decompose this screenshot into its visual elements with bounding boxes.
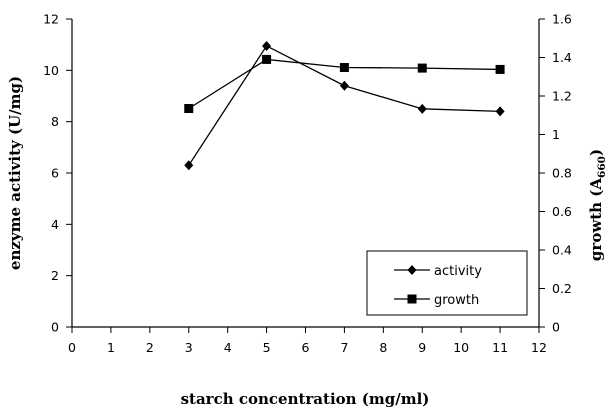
y-right-tick-label-0: 0 <box>552 320 560 335</box>
activity-point-4 <box>496 106 505 116</box>
legend-marker-growth <box>408 295 417 304</box>
x-tick-label-3: 3 <box>185 340 193 355</box>
y-right-tick-label-7: 1.4 <box>552 50 572 65</box>
x-axis-title: starch concentration (mg/ml) <box>181 390 430 408</box>
x-tick-label-7: 7 <box>340 340 348 355</box>
growth-point-3 <box>418 64 427 73</box>
x-tick-label-8: 8 <box>379 340 387 355</box>
growth-point-1 <box>262 55 271 64</box>
legend-label-activity: activity <box>434 264 482 279</box>
y-right-ticks: 0 0.2 0.4 0.6 0.8 1 1.2 1.4 1.6 <box>539 12 572 335</box>
legend-label-growth: growth <box>434 293 479 308</box>
y-left-tick-label-2: 4 <box>51 217 59 232</box>
y-left-tick-label-3: 6 <box>51 166 59 181</box>
activity-point-2 <box>340 81 349 91</box>
y-right-tick-label-2: 0.4 <box>552 243 572 258</box>
y-right-tick-label-3: 0.6 <box>552 204 572 219</box>
y-right-title-subscript: 660 <box>596 156 608 178</box>
y-left-tick-label-1: 2 <box>51 268 59 283</box>
y-right-title-main: growth (A <box>587 178 605 261</box>
x-tick-label-10: 10 <box>453 340 469 355</box>
y-left-tick-label-5: 10 <box>43 63 59 78</box>
legend: activity growth <box>367 251 527 315</box>
activity-point-1 <box>262 41 271 51</box>
y-right-title-suffix: ) <box>587 149 605 156</box>
x-tick-label-5: 5 <box>263 340 271 355</box>
y-left-tick-label-0: 0 <box>51 320 59 335</box>
y-right-tick-label-4: 0.8 <box>552 166 572 181</box>
x-ticks: 0 1 2 3 4 5 6 7 8 9 10 11 12 <box>68 327 547 355</box>
x-tick-label-1: 1 <box>107 340 115 355</box>
x-tick-label-0: 0 <box>68 340 76 355</box>
y-right-tick-label-1: 0.2 <box>552 281 572 296</box>
x-tick-label-9: 9 <box>418 340 426 355</box>
growth-point-4 <box>496 65 505 74</box>
x-tick-label-6: 6 <box>302 340 310 355</box>
growth-point-2 <box>340 63 349 72</box>
x-tick-label-12: 12 <box>531 340 547 355</box>
series-layer <box>184 41 504 170</box>
activity-point-3 <box>418 104 427 114</box>
y-left-tick-label-4: 8 <box>51 114 59 129</box>
x-tick-label-11: 11 <box>492 340 508 355</box>
y-left-ticks: 0 2 4 6 8 10 12 <box>43 12 72 335</box>
y-right-tick-label-6: 1.2 <box>552 89 572 104</box>
y-right-axis-title: growth (A660) <box>587 149 608 261</box>
y-right-tick-label-5: 1 <box>552 127 560 142</box>
x-tick-label-4: 4 <box>224 340 232 355</box>
x-tick-label-2: 2 <box>146 340 154 355</box>
growth-point-0 <box>184 104 193 113</box>
y-left-axis-title: enzyme activity (U/mg) <box>6 76 24 270</box>
activity-point-0 <box>184 160 193 170</box>
y-left-tick-label-6: 12 <box>43 12 59 27</box>
y-right-tick-label-8: 1.6 <box>552 12 572 27</box>
